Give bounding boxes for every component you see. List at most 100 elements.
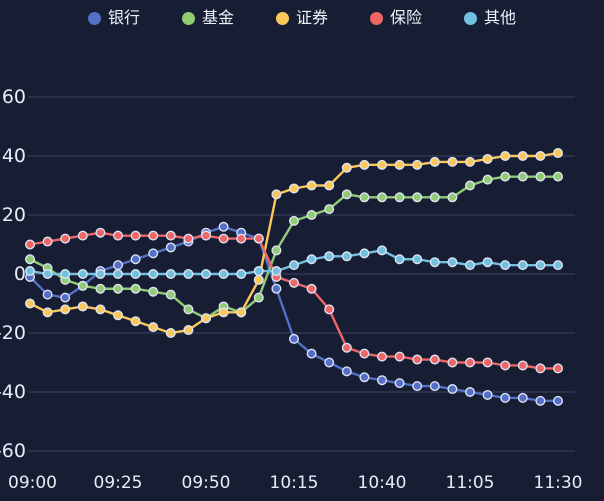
series-securities-marker[interactable] [25, 298, 36, 309]
series-other-marker[interactable] [253, 266, 264, 277]
series-securities-marker[interactable] [412, 159, 423, 170]
series-other-marker[interactable] [200, 268, 211, 279]
series-other-marker[interactable] [218, 268, 229, 279]
series-bank-marker[interactable] [500, 392, 511, 403]
series-securities-marker[interactable] [165, 328, 176, 339]
series-insurance-marker[interactable] [412, 354, 423, 365]
series-other-marker[interactable] [429, 257, 440, 268]
series-insurance-marker[interactable] [148, 230, 159, 241]
series-insurance-marker[interactable] [324, 304, 335, 315]
series-insurance-marker[interactable] [236, 233, 247, 244]
series-fund-marker[interactable] [112, 283, 123, 294]
series-bank-marker[interactable] [271, 283, 282, 294]
series-securities-marker[interactable] [130, 316, 141, 327]
series-insurance-marker[interactable] [112, 230, 123, 241]
series-other-marker[interactable] [377, 245, 388, 256]
series-other-marker[interactable] [183, 268, 194, 279]
series-fund-marker[interactable] [253, 292, 264, 303]
series-bank-marker[interactable] [482, 389, 493, 400]
series-securities-marker[interactable] [517, 150, 528, 161]
series-other-marker[interactable] [289, 260, 300, 271]
series-fund-marker[interactable] [165, 289, 176, 300]
series-other-marker[interactable] [77, 268, 88, 279]
series-other-marker[interactable] [412, 254, 423, 265]
series-bank-marker[interactable] [112, 260, 123, 271]
series-insurance-marker[interactable] [394, 351, 405, 362]
series-fund-marker[interactable] [95, 283, 106, 294]
series-insurance-marker[interactable] [200, 230, 211, 241]
series-insurance-marker[interactable] [482, 357, 493, 368]
series-bank-marker[interactable] [341, 366, 352, 377]
legend-item-bank[interactable]: 银行 [87, 10, 140, 26]
series-securities-marker[interactable] [341, 162, 352, 173]
series-other-marker[interactable] [271, 266, 282, 277]
series-bank-marker[interactable] [60, 292, 71, 303]
series-bank-marker[interactable] [412, 381, 423, 392]
series-bank-marker[interactable] [42, 289, 53, 300]
series-insurance-marker[interactable] [289, 277, 300, 288]
series-securities-marker[interactable] [306, 180, 317, 191]
series-bank-marker[interactable] [553, 395, 564, 406]
series-securities-marker[interactable] [200, 313, 211, 324]
series-bank-marker[interactable] [535, 395, 546, 406]
series-other-marker[interactable] [517, 260, 528, 271]
series-other-marker[interactable] [42, 268, 53, 279]
series-fund-marker[interactable] [148, 286, 159, 297]
series-insurance-marker[interactable] [359, 348, 370, 359]
series-fund-marker[interactable] [429, 192, 440, 203]
legend-item-other[interactable]: 其他 [464, 10, 516, 26]
series-fund-marker[interactable] [183, 304, 194, 315]
series-insurance-marker[interactable] [341, 342, 352, 353]
series-securities-marker[interactable] [359, 159, 370, 170]
series-fund-marker[interactable] [412, 192, 423, 203]
series-fund-marker[interactable] [517, 171, 528, 182]
series-securities-marker[interactable] [500, 150, 511, 161]
series-securities-marker[interactable] [271, 189, 282, 200]
series-securities-marker[interactable] [60, 304, 71, 315]
series-insurance-marker[interactable] [253, 233, 264, 244]
series-securities-marker[interactable] [429, 156, 440, 167]
series-other-marker[interactable] [60, 268, 71, 279]
series-other-marker[interactable] [535, 260, 546, 271]
series-insurance-marker[interactable] [218, 233, 229, 244]
series-fund-marker[interactable] [25, 254, 36, 265]
series-securities-marker[interactable] [236, 307, 247, 318]
series-securities-marker[interactable] [218, 307, 229, 318]
series-insurance-marker[interactable] [77, 230, 88, 241]
series-insurance-marker[interactable] [42, 236, 53, 247]
series-fund-marker[interactable] [306, 209, 317, 220]
series-insurance-marker[interactable] [60, 233, 71, 244]
series-bank-marker[interactable] [148, 248, 159, 259]
series-securities-marker[interactable] [148, 322, 159, 333]
series-bank-marker[interactable] [447, 384, 458, 395]
series-bank-marker[interactable] [289, 333, 300, 344]
series-other-marker[interactable] [465, 260, 476, 271]
series-fund-marker[interactable] [341, 189, 352, 200]
series-bank-marker[interactable] [377, 375, 388, 386]
series-other-marker[interactable] [112, 268, 123, 279]
series-bank-marker[interactable] [359, 372, 370, 383]
series-fund-marker[interactable] [77, 280, 88, 291]
series-other-marker[interactable] [447, 257, 458, 268]
series-securities-marker[interactable] [183, 325, 194, 336]
series-insurance-marker[interactable] [429, 354, 440, 365]
series-fund-marker[interactable] [447, 192, 458, 203]
series-fund-marker[interactable] [394, 192, 405, 203]
series-securities-marker[interactable] [465, 156, 476, 167]
series-fund-marker[interactable] [500, 171, 511, 182]
series-other-marker[interactable] [236, 268, 247, 279]
series-other-marker[interactable] [25, 266, 36, 277]
series-bank-marker[interactable] [465, 387, 476, 398]
series-securities-marker[interactable] [535, 150, 546, 161]
series-bank-marker[interactable] [394, 378, 405, 389]
series-other-marker[interactable] [500, 260, 511, 271]
series-insurance-marker[interactable] [25, 239, 36, 250]
series-other-marker[interactable] [482, 257, 493, 268]
series-securities-marker[interactable] [553, 148, 564, 159]
series-bank-marker[interactable] [306, 348, 317, 359]
legend-item-insurance[interactable]: 保险 [370, 10, 422, 26]
series-securities-marker[interactable] [77, 301, 88, 312]
series-bank-marker[interactable] [324, 357, 335, 368]
series-insurance-marker[interactable] [377, 351, 388, 362]
series-bank-marker[interactable] [130, 254, 141, 265]
